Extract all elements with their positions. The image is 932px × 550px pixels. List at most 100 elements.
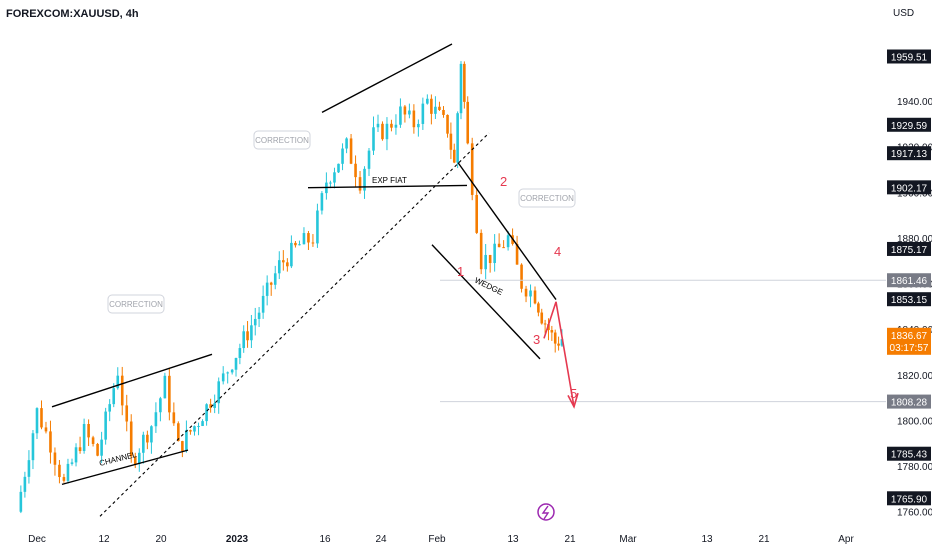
candle-body bbox=[298, 244, 301, 246]
candle-up bbox=[298, 240, 301, 246]
correction-callout-1: CORRECTION bbox=[107, 294, 165, 314]
candle-body bbox=[261, 295, 265, 313]
candle-body bbox=[181, 441, 184, 451]
candle-body bbox=[74, 447, 78, 463]
candle-body bbox=[553, 332, 557, 344]
candle-up bbox=[277, 251, 281, 280]
candle-down bbox=[354, 155, 357, 187]
candle-body bbox=[108, 404, 111, 412]
wedge-bottom-line bbox=[431, 244, 541, 360]
candle-body bbox=[193, 426, 196, 432]
candle-body bbox=[466, 101, 470, 144]
candle-body bbox=[497, 243, 501, 248]
price-label-text: 1917.13 bbox=[891, 149, 928, 160]
candle-down bbox=[120, 366, 124, 416]
candle-body bbox=[19, 491, 23, 512]
candle-body bbox=[129, 421, 133, 457]
dashed-trendline bbox=[99, 132, 490, 517]
flash-circle bbox=[537, 503, 555, 521]
candle-up bbox=[506, 231, 510, 251]
price-label-bg bbox=[887, 117, 931, 132]
candle-down bbox=[181, 440, 184, 458]
candle-body bbox=[533, 290, 537, 304]
candle-up bbox=[217, 377, 221, 414]
wedge-top-line bbox=[457, 162, 557, 300]
price-tick: 1760.00 bbox=[897, 508, 932, 519]
candle-body bbox=[333, 172, 336, 183]
candle-down bbox=[533, 286, 537, 305]
candle-body bbox=[394, 124, 398, 128]
candle-up bbox=[137, 448, 141, 472]
candle-body bbox=[221, 373, 225, 382]
candle-body bbox=[506, 235, 510, 248]
candle-up bbox=[82, 418, 86, 454]
candle-body bbox=[438, 106, 441, 110]
candle-body bbox=[320, 193, 324, 211]
candle-up bbox=[320, 191, 324, 215]
candle-body bbox=[367, 150, 371, 169]
candle-down bbox=[524, 285, 528, 303]
candle-body bbox=[426, 98, 429, 104]
candle-down bbox=[168, 367, 171, 421]
candle-up bbox=[459, 61, 463, 120]
candle-body bbox=[242, 331, 246, 349]
candle-down bbox=[91, 435, 95, 447]
candle-up bbox=[185, 420, 188, 453]
callout-text: CORRECTION bbox=[255, 136, 309, 145]
candle-body bbox=[463, 63, 466, 102]
correction-callout-2: CORRECTION bbox=[253, 130, 311, 150]
price-tick: 1800.00 bbox=[897, 416, 932, 427]
time-tick: 24 bbox=[375, 534, 387, 545]
candle-up bbox=[434, 96, 437, 119]
candle-up bbox=[426, 94, 429, 105]
candle-body bbox=[385, 123, 389, 140]
time-tick: 13 bbox=[507, 534, 519, 545]
candle-up bbox=[221, 366, 225, 385]
candle-body bbox=[133, 456, 137, 465]
candle-body bbox=[253, 318, 257, 326]
candle-body bbox=[44, 427, 48, 432]
candle-body bbox=[189, 430, 192, 432]
candle-body bbox=[479, 232, 483, 270]
candle-down bbox=[358, 171, 362, 194]
candle-body bbox=[257, 312, 261, 319]
wave-label-5: 5 bbox=[570, 386, 577, 401]
symbol-title[interactable]: FOREXCOM:XAUUSD, 4h bbox=[6, 8, 139, 20]
candle-down bbox=[520, 263, 523, 293]
candle-body bbox=[58, 464, 61, 478]
price-tick: 1880.00 bbox=[897, 234, 932, 245]
candle-body bbox=[269, 282, 273, 285]
candle-body bbox=[475, 194, 478, 233]
wave-label-1: 1 bbox=[457, 264, 464, 279]
time-tick: 21 bbox=[758, 534, 770, 545]
candle-up bbox=[27, 450, 31, 484]
price-label-bg bbox=[887, 49, 931, 64]
candle-down bbox=[189, 429, 192, 435]
candle-down bbox=[463, 61, 466, 109]
candle-up bbox=[226, 371, 229, 384]
time-tick: Feb bbox=[428, 534, 446, 545]
candle-down bbox=[286, 258, 289, 272]
candle-body bbox=[502, 247, 505, 249]
currency-label: USD bbox=[893, 8, 915, 19]
candle-up bbox=[337, 163, 340, 174]
candle-body bbox=[49, 431, 52, 453]
candle-down bbox=[479, 229, 483, 275]
candle-up bbox=[74, 443, 78, 467]
candle-body bbox=[403, 106, 407, 115]
candle-body bbox=[172, 412, 176, 424]
candle-up bbox=[529, 284, 532, 308]
candle-down bbox=[446, 114, 449, 138]
candle-up bbox=[238, 343, 242, 365]
candle-body bbox=[337, 163, 340, 173]
countdown-text: 03:17:57 bbox=[890, 343, 929, 354]
candle-up bbox=[104, 407, 107, 445]
candle-up bbox=[150, 425, 153, 454]
candle-up bbox=[201, 419, 204, 427]
candle-up bbox=[159, 396, 162, 422]
price-label: 1902.17 bbox=[887, 180, 931, 195]
candle-body bbox=[273, 273, 277, 285]
candle-body bbox=[87, 423, 90, 438]
